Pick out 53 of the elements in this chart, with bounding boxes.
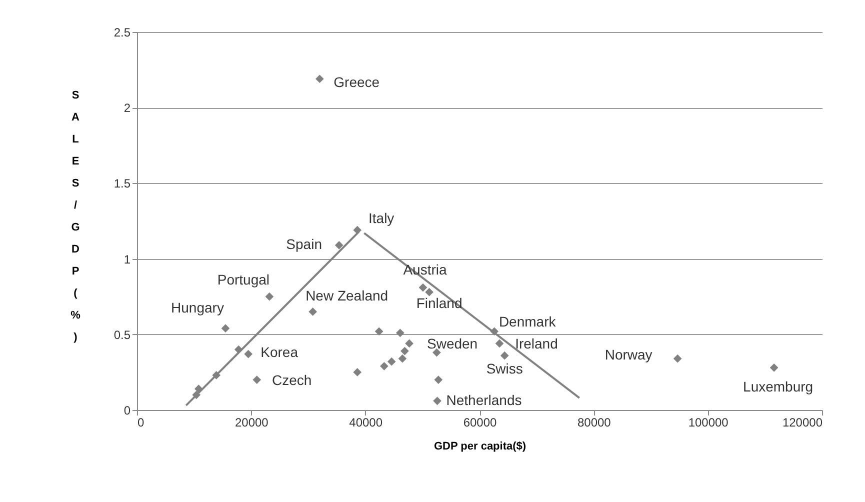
- data-label: Ireland: [515, 335, 558, 352]
- data-label: Luxemburg: [743, 378, 814, 395]
- y-tick-label: 2.5: [114, 26, 131, 40]
- data-label: Sweden: [426, 335, 478, 352]
- point: [252, 376, 262, 384]
- point: [418, 283, 428, 292]
- data-label: Norway: [604, 346, 652, 363]
- point: [244, 350, 252, 358]
- point: [673, 354, 682, 363]
- data-label: Spain: [286, 236, 322, 252]
- data-label: Italy: [368, 210, 394, 226]
- x-tick-label: 60000: [463, 416, 498, 430]
- x-tick-label: 0: [138, 416, 144, 430]
- data-label: Netherlands: [446, 392, 522, 408]
- y-tick-label: 1: [124, 252, 131, 266]
- point: [434, 376, 443, 384]
- point: [315, 74, 324, 84]
- point: [400, 346, 409, 356]
- point: [334, 241, 344, 250]
- point: [308, 308, 317, 316]
- point: [500, 351, 509, 360]
- x-tick-label: 120000: [782, 416, 823, 430]
- point: [398, 354, 407, 363]
- x-tick-label: 100000: [688, 416, 729, 430]
- y-tick-label: 2: [124, 101, 131, 116]
- data-label: Korea: [260, 344, 298, 360]
- x-axis-title: GDP per capita($): [434, 440, 526, 452]
- point: [221, 324, 230, 333]
- y-tick-label: 0.5: [114, 328, 131, 342]
- point: [265, 292, 274, 301]
- data-label: Portugal: [217, 272, 270, 288]
- point: [425, 288, 434, 296]
- y-tick-label: 0: [124, 404, 131, 418]
- x-tick-label: 20000: [234, 416, 269, 430]
- y-tick-label: 1.5: [114, 176, 131, 191]
- data-label: Hungary: [171, 299, 224, 316]
- point: [770, 363, 778, 372]
- data-label: Greece: [334, 74, 380, 90]
- point: [380, 362, 388, 370]
- point: [396, 328, 404, 338]
- point: [353, 368, 362, 376]
- point: [374, 327, 384, 336]
- point: [495, 339, 504, 348]
- data-label: Czech: [272, 372, 312, 388]
- data-label: New Zealand: [306, 288, 388, 304]
- point: [433, 396, 442, 406]
- x-tick-label: 80000: [577, 416, 612, 430]
- text: SALES/GDP(%): [70, 90, 80, 344]
- data-label: Denmark: [498, 313, 557, 330]
- point: [405, 339, 414, 348]
- point: [387, 357, 396, 366]
- x-tick-label: 40000: [349, 416, 383, 430]
- data-label: Swiss: [486, 360, 523, 377]
